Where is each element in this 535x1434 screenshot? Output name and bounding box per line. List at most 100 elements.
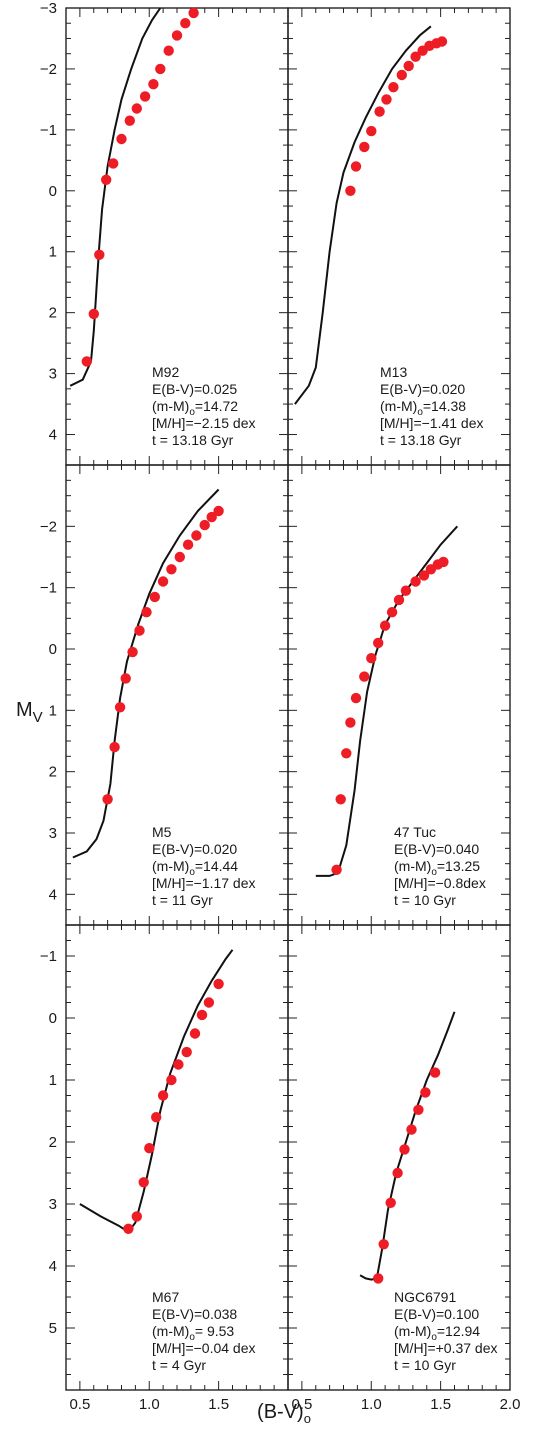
data-point bbox=[171, 30, 183, 41]
data-point bbox=[141, 607, 152, 618]
data-point bbox=[385, 1197, 396, 1209]
data-point bbox=[134, 625, 145, 636]
annotation-line: t = 4 Gyr bbox=[152, 1357, 206, 1373]
y-tick-label: −1 bbox=[40, 948, 57, 965]
panel-m5: −2 −1 0 1 2 3 4 M5E(B-V)=0.020(m-M)o=14.44[M/H]… bbox=[40, 464, 289, 926]
annotation-line: E(B-V)=0.020 bbox=[380, 381, 465, 397]
y-tick-label: 3 bbox=[49, 825, 57, 842]
data-point bbox=[180, 18, 191, 29]
annotation-line: (m-M)o= 9.53 bbox=[152, 1323, 234, 1343]
y-tick-label: 4 bbox=[49, 886, 57, 903]
y-tick-label: −3 bbox=[40, 0, 57, 17]
data-point bbox=[109, 741, 120, 753]
data-point bbox=[373, 637, 384, 649]
y-tick-label: −2 bbox=[40, 61, 57, 78]
annotation-line: [M/H]=−0.04 dex bbox=[152, 1340, 256, 1356]
isochrone-line bbox=[79, 949, 234, 1234]
y-tick-label: 2 bbox=[49, 305, 57, 322]
data-point bbox=[199, 519, 210, 531]
isochrone-line bbox=[69, 7, 162, 387]
annotation-line: E(B-V)=0.100 bbox=[394, 1306, 479, 1322]
data-point bbox=[138, 1177, 149, 1188]
data-point bbox=[418, 570, 430, 581]
data-point bbox=[94, 249, 105, 260]
y-tick-label: 4 bbox=[49, 1258, 57, 1275]
y-tick-label: 2 bbox=[49, 1134, 57, 1151]
annotation-line: M67 bbox=[152, 1289, 179, 1305]
data-point bbox=[366, 653, 377, 664]
data-point bbox=[345, 185, 356, 196]
annotation-line: E(B-V)=0.025 bbox=[152, 381, 237, 397]
x-tick-label: 1.5 bbox=[208, 1396, 229, 1413]
data-point bbox=[213, 978, 224, 990]
data-point bbox=[345, 717, 356, 728]
x-tick-label: 0.5 bbox=[69, 1396, 90, 1413]
y-tick-label: 2 bbox=[49, 764, 57, 781]
data-point bbox=[429, 1067, 441, 1078]
data-point bbox=[350, 161, 362, 172]
data-point bbox=[131, 103, 142, 114]
data-point bbox=[102, 794, 113, 805]
annotation-line: [M/H]=−1.41 dex bbox=[380, 415, 484, 431]
data-point bbox=[341, 748, 352, 759]
data-point bbox=[420, 1087, 431, 1098]
data-point bbox=[374, 106, 385, 117]
y-tick-label: 0 bbox=[49, 183, 57, 200]
data-point bbox=[196, 1009, 208, 1021]
data-point bbox=[116, 133, 127, 145]
data-point bbox=[381, 94, 392, 105]
data-point bbox=[392, 1167, 403, 1179]
y-tick-label: −1 bbox=[40, 122, 57, 139]
y-axis-title-subscript: V bbox=[33, 709, 43, 726]
data-point bbox=[157, 576, 169, 587]
isochrone-line bbox=[294, 25, 432, 405]
data-point bbox=[166, 564, 177, 575]
data-point bbox=[359, 141, 370, 153]
data-point bbox=[413, 1104, 424, 1116]
annotation-line: [M/H]=−1.17 dex bbox=[152, 875, 256, 891]
isochrone-line bbox=[315, 525, 459, 877]
annotation-line: (m-M)o=12.94 bbox=[394, 1323, 480, 1343]
panel-ngc6791: NGC6791E(B-V)=0.100(m-M)o=12.94[M/H]=+0.… bbox=[287, 924, 511, 1391]
data-point bbox=[131, 1211, 142, 1222]
data-point bbox=[163, 45, 174, 56]
data-point bbox=[213, 505, 224, 517]
data-point bbox=[81, 356, 93, 367]
isochrone-line bbox=[72, 488, 220, 859]
annotation-line: t = 13.18 Gyr bbox=[380, 432, 462, 448]
panel-47tuc: 47 TucE(B-V)=0.040(m-M)o=13.25[M/H]=−0.8… bbox=[287, 464, 511, 926]
y-tick-label: 3 bbox=[49, 1196, 57, 1213]
y-tick-label: 5 bbox=[49, 1320, 57, 1337]
y-tick-label: 3 bbox=[49, 366, 57, 383]
data-point bbox=[373, 1273, 384, 1284]
annotation-line: t = 10 Gyr bbox=[394, 892, 456, 908]
panel-grid: −3−2−101234M92E(B-V)=0.025(m-M)o=14.72[M… bbox=[40, 0, 511, 1391]
data-point bbox=[182, 539, 194, 550]
annotation-line: [M/H]=−0.8dex bbox=[394, 875, 486, 891]
data-point bbox=[173, 1059, 184, 1070]
data-point bbox=[174, 551, 185, 563]
data-point bbox=[206, 511, 217, 523]
data-point bbox=[359, 671, 370, 682]
annotation-line: [M/H]=+0.37 dex bbox=[394, 1340, 498, 1356]
data-point bbox=[127, 646, 138, 658]
annotation-line: (m-M)o=14.44 bbox=[152, 858, 238, 878]
data-point bbox=[88, 308, 100, 320]
data-point bbox=[189, 1028, 201, 1039]
data-point bbox=[155, 63, 166, 75]
y-tick-label: −1 bbox=[40, 580, 57, 597]
annotation-line: t = 10 Gyr bbox=[394, 1357, 456, 1373]
data-point bbox=[149, 591, 160, 603]
annotation-line: t = 13.18 Gyr bbox=[152, 432, 234, 448]
data-point bbox=[101, 174, 112, 185]
panel-m92: −3 −2 −1 0 1 2 3 4 M92E(B-V)=0.025(m-M)o=14.72[M… bbox=[40, 0, 289, 466]
y-tick-label: 1 bbox=[49, 1072, 57, 1089]
annotation-line: (m-M)o=14.38 bbox=[380, 398, 466, 418]
data-point bbox=[188, 7, 199, 19]
x-tick-label: 1.0 bbox=[361, 1396, 382, 1413]
annotation-line: E(B-V)=0.040 bbox=[394, 841, 479, 857]
annotation-line: M92 bbox=[152, 364, 179, 380]
data-point bbox=[400, 585, 412, 596]
data-point bbox=[331, 864, 342, 875]
